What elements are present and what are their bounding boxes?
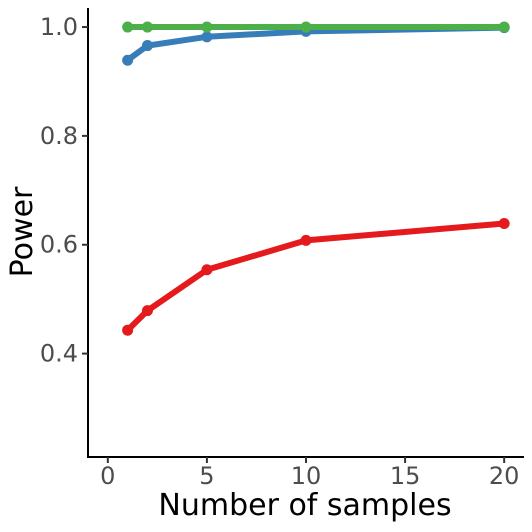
- x-tick-label: 0: [100, 462, 115, 490]
- y-axis-ticks: 0.4 0.6 0.8 1.0: [40, 13, 88, 368]
- x-tick-label: 5: [199, 462, 214, 490]
- data-point: [122, 21, 134, 33]
- x-axis-title: Number of samples: [158, 488, 451, 523]
- y-tick-label: 1.0: [40, 13, 78, 41]
- x-tick-label: 20: [489, 462, 520, 490]
- x-axis-ticks: 0 5 10 15 20: [100, 457, 519, 490]
- y-tick-label: 0.4: [40, 340, 78, 368]
- series-3: [122, 21, 510, 33]
- data-point: [201, 21, 213, 33]
- x-tick-label: 10: [291, 462, 322, 490]
- series-line: [124, 24, 508, 64]
- data-point: [201, 31, 213, 43]
- x-tick-label: 15: [390, 462, 421, 490]
- data-point: [498, 218, 510, 230]
- data-point: [122, 324, 134, 336]
- data-point: [300, 21, 312, 33]
- series-1: [122, 218, 510, 336]
- data-point: [201, 264, 213, 276]
- data-point: [141, 40, 153, 52]
- series-line: [124, 220, 508, 334]
- data-point: [141, 21, 153, 33]
- data-point: [498, 21, 510, 33]
- data-point: [141, 305, 153, 317]
- y-tick-label: 0.6: [40, 231, 78, 259]
- y-axis-title: Power: [5, 186, 40, 277]
- y-tick-label: 0.8: [40, 122, 78, 150]
- data-point: [122, 54, 134, 66]
- data-point: [300, 234, 312, 246]
- series-layer: [122, 21, 510, 336]
